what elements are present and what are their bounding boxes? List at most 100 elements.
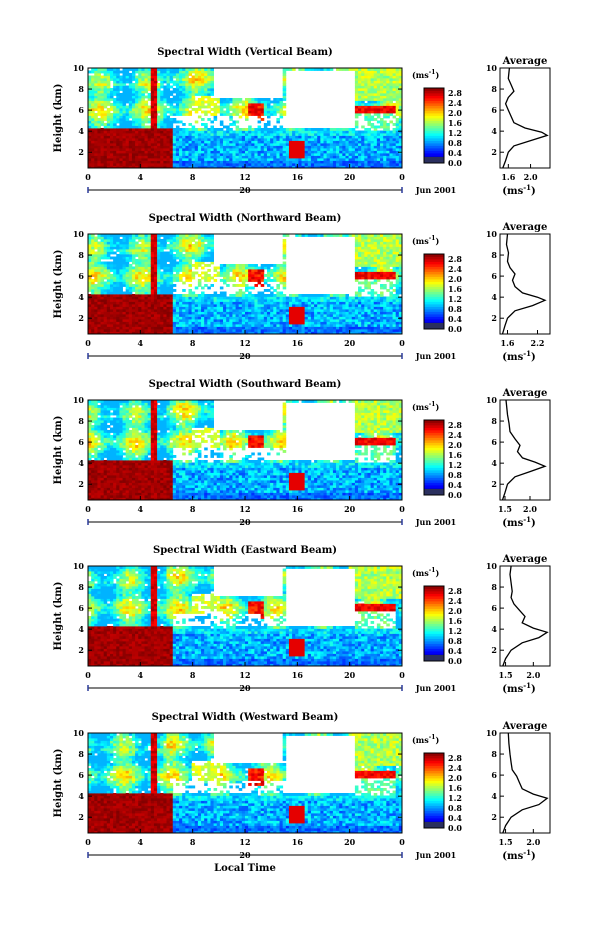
- heatmap-cell: [157, 128, 161, 131]
- heatmap-cell: [141, 314, 145, 317]
- heatmap-cell: [254, 279, 258, 282]
- heatmap-cell: [163, 135, 167, 139]
- heatmap-cell: [185, 130, 189, 134]
- heatmap-cell: [188, 145, 193, 149]
- heatmap-cell: [169, 319, 174, 322]
- heatmap-cell: [169, 239, 174, 242]
- colorbar-step: [424, 90, 444, 94]
- heatmap-cell: [113, 88, 117, 91]
- heatmap-cell: [276, 145, 280, 149]
- heatmap-cell: [150, 274, 155, 277]
- heatmap-cell: [329, 68, 334, 71]
- heatmap-cell: [380, 80, 384, 84]
- heatmap-cell: [166, 145, 171, 149]
- heatmap-cell: [153, 259, 158, 262]
- heatmap-cell: [251, 143, 255, 146]
- heatmap-cell: [194, 326, 199, 330]
- heatmap-cell: [210, 153, 214, 156]
- heatmap-cell: [109, 133, 114, 136]
- heatmap-cell: [248, 153, 252, 156]
- heatmap-cell: [376, 98, 381, 101]
- heatmap-cell: [160, 326, 164, 330]
- heatmap-cell: [88, 241, 92, 245]
- heatmap-cell: [398, 95, 403, 99]
- heatmap-cell: [263, 331, 268, 335]
- heatmap-cell: [94, 103, 98, 106]
- heatmap-cell: [172, 311, 177, 315]
- heatmap-cell: [144, 246, 149, 250]
- heatmap-cell: [150, 271, 155, 275]
- heatmap-cell: [235, 271, 240, 275]
- heatmap-cell: [213, 321, 218, 325]
- heatmap-cell: [251, 138, 255, 141]
- heatmap-cell: [172, 279, 177, 282]
- heatmap-cell: [370, 108, 375, 111]
- heatmap-cell: [153, 304, 158, 307]
- heatmap-cell: [213, 331, 218, 335]
- heatmap-cell: [238, 133, 243, 136]
- heatmap-cell: [276, 105, 280, 109]
- heatmap-cell: [128, 75, 133, 79]
- heatmap-cell: [251, 128, 255, 131]
- heatmap-cell: [97, 261, 101, 265]
- heatmap-cell: [119, 130, 123, 134]
- heatmap-cell: [248, 276, 252, 280]
- heatmap-cell: [147, 306, 152, 310]
- heatmap-cell: [210, 256, 214, 260]
- heatmap-cell: [116, 279, 120, 282]
- heatmap-cell: [135, 83, 139, 86]
- heatmap-cell: [169, 78, 174, 81]
- heatmap-cell: [201, 130, 205, 134]
- heatmap-cell: [185, 140, 189, 144]
- heatmap-cell: [144, 236, 149, 240]
- heatmap-cell: [201, 236, 205, 240]
- heatmap-cell: [150, 103, 155, 106]
- heatmap-cell: [197, 311, 202, 315]
- heatmap-cell: [260, 291, 265, 295]
- heatmap-cell: [147, 93, 152, 96]
- heatmap-cell: [160, 239, 164, 242]
- heatmap-cell: [166, 246, 171, 250]
- heatmap-cell: [116, 93, 120, 96]
- heatmap-cell: [125, 128, 130, 131]
- heatmap-cell: [119, 128, 123, 131]
- heatmap-cell: [270, 269, 274, 272]
- heatmap-cell: [241, 264, 246, 267]
- heatmap-cell: [207, 296, 211, 300]
- heatmap-cell: [257, 100, 262, 104]
- heatmap-cell: [182, 73, 186, 76]
- heatmap-cell: [383, 138, 387, 141]
- heatmap-cell: [191, 324, 196, 327]
- heatmap-cell: [389, 70, 393, 74]
- heatmap-cell: [201, 133, 205, 136]
- heatmap-cell: [122, 254, 127, 257]
- heatmap-cell: [169, 249, 174, 252]
- heatmap-cell: [207, 160, 211, 164]
- heatmap-cell: [135, 80, 139, 84]
- heatmap-cell: [191, 301, 196, 305]
- heatmap-cell: [122, 249, 127, 252]
- heatmap-cell: [364, 108, 368, 111]
- heatmap-cell: [119, 249, 123, 252]
- heatmap-cell: [248, 271, 252, 275]
- heatmap-cell: [141, 165, 145, 169]
- heatmap-cell: [113, 105, 117, 109]
- heatmap-cell: [266, 294, 271, 297]
- heatmap-cell: [109, 73, 114, 76]
- heatmap-cell: [364, 155, 368, 159]
- heatmap-cell: [191, 135, 196, 139]
- heatmap-cell: [276, 158, 280, 161]
- heatmap-cell: [138, 324, 142, 327]
- heatmap-cell: [254, 311, 258, 315]
- heatmap-cell: [106, 266, 111, 270]
- heatmap-cell: [248, 321, 252, 325]
- heatmap-cell: [147, 254, 152, 257]
- heatmap-cell: [103, 324, 108, 327]
- heatmap-cell: [376, 155, 381, 159]
- heatmap-cell: [128, 286, 133, 290]
- heatmap-cell: [238, 140, 243, 144]
- heatmap-cell: [125, 311, 130, 315]
- heatmap-cell: [157, 314, 161, 317]
- heatmap-cell: [216, 153, 221, 156]
- heatmap-cell: [219, 110, 224, 114]
